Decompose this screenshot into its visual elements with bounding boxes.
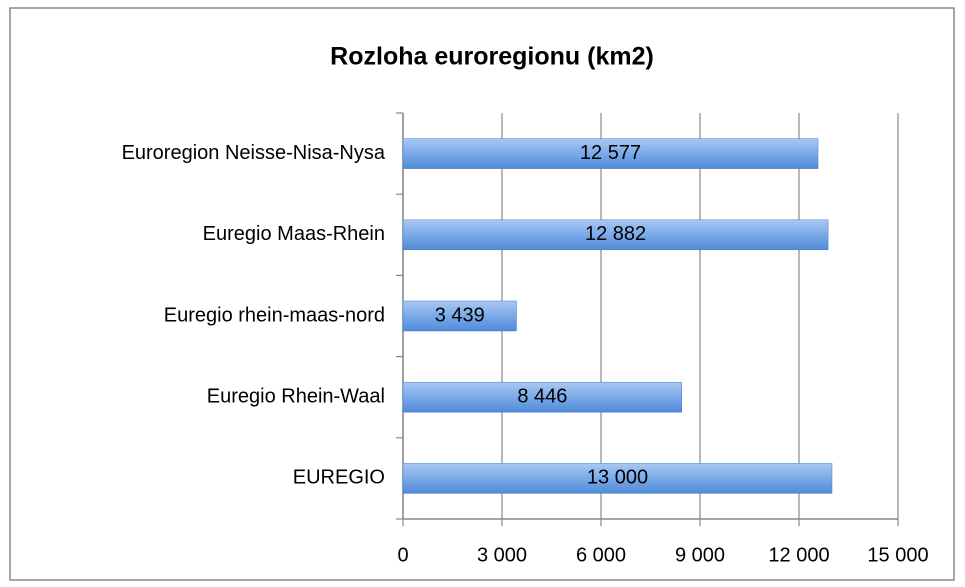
- value-label: 13 000: [587, 467, 648, 489]
- bar: [402, 381, 682, 413]
- frame: [9, 7, 955, 581]
- bar: [402, 463, 833, 494]
- value-label: 3 439: [435, 304, 485, 326]
- x-tick-label: 12 000: [768, 544, 829, 566]
- bar: [402, 219, 829, 251]
- y-tick-label: Euregio rhein-maas-nord: [164, 304, 385, 326]
- x-tick-label: 15 000: [867, 544, 928, 566]
- bar: [402, 300, 517, 332]
- value-label: 8 446: [517, 385, 567, 407]
- y-tick-label: EUREGIO: [293, 467, 385, 489]
- y-tick-label: Euregio Rhein-Waal: [207, 385, 385, 407]
- x-tick-label: 6 000: [576, 544, 626, 566]
- x-tick-label: 0: [397, 544, 408, 566]
- value-label: 12 577: [580, 142, 641, 164]
- chart-title: Rozloha euroregionu (km2): [330, 43, 654, 71]
- bar: [402, 138, 819, 169]
- y-tick-label: Euregio Maas-Rhein: [203, 223, 385, 245]
- x-tick-label: 3 000: [477, 544, 527, 566]
- x-tick-label: 9 000: [675, 544, 725, 566]
- value-label: 12 882: [585, 223, 646, 245]
- y-tick-label: Euroregion Neisse-Nisa-Nysa: [122, 142, 386, 164]
